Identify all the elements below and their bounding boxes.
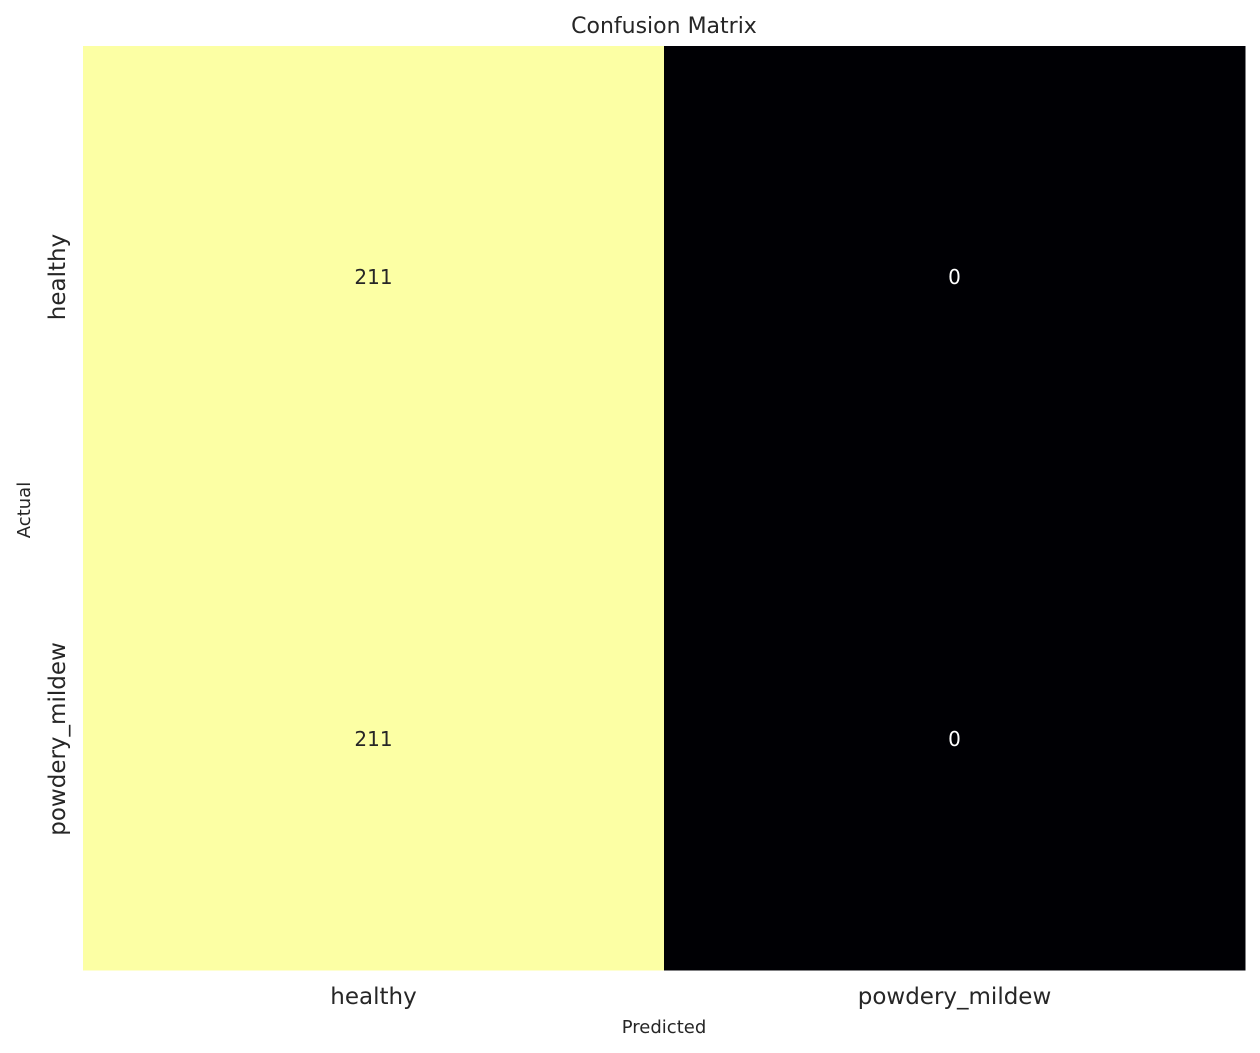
chart-title: Confusion Matrix [571,14,757,39]
cell-value-label: 211 [354,265,392,289]
x-tick-label: powdery_mildew [858,984,1052,1010]
y-tick-label: powdery_mildew [45,642,71,836]
x-tick-label: healthy [330,984,416,1010]
cell-value-labels: 211 0 211 0 [354,265,960,751]
cell-value-label: 0 [948,265,961,289]
y-tick-labels: healthy powdery_mildew [45,234,71,836]
x-axis-label: Predicted [622,1017,707,1038]
heatmap-cell [664,508,1246,971]
y-axis-label: Actual [14,482,35,538]
cell-value-label: 0 [948,727,961,751]
heatmap-cell [83,508,665,971]
x-tick-labels: healthy powdery_mildew [330,984,1051,1010]
heatmap-cells [83,46,1246,971]
heatmap-cell [83,46,665,509]
cell-value-label: 211 [354,727,392,751]
heatmap-cell [664,46,1246,509]
y-tick-label: healthy [45,234,71,320]
